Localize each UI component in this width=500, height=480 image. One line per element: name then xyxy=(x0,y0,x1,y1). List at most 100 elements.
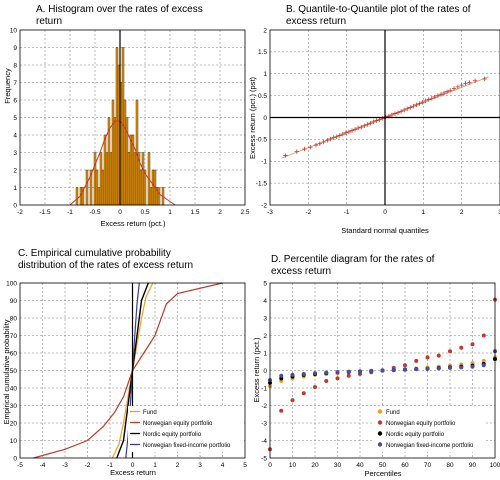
pa-xtick-label: -1.5 xyxy=(39,209,51,216)
pa-ytick-label: 6 xyxy=(13,97,17,104)
panel-a-title-line1: A. Histogram over the rates of excess xyxy=(36,4,203,15)
legend-label-4: Norwegian fixed-income portfolio xyxy=(143,443,231,449)
qq-point xyxy=(346,129,352,135)
histogram-bar xyxy=(157,187,161,206)
percentile-point-4 xyxy=(290,372,295,377)
pb-ytick-label: -1.5 xyxy=(256,180,268,187)
pb-ytick-label: 0.5 xyxy=(258,93,267,100)
pc-xtick-label: -2 xyxy=(85,462,91,469)
histogram-bar xyxy=(109,152,113,206)
percentile-point-2 xyxy=(301,391,306,396)
pa-ytick-label: 9 xyxy=(13,45,17,52)
legend-label-3: Nordic equity portfolio xyxy=(143,432,202,438)
pd-ytick-label: 5 xyxy=(263,280,267,287)
pc-ytick-label: 40 xyxy=(10,385,18,392)
panel-a-title-line2: return xyxy=(36,16,62,27)
pa-ytick-label: 3 xyxy=(13,150,17,157)
percentile-point-4 xyxy=(346,369,351,374)
percentile-point-4 xyxy=(459,365,464,370)
pb-ytick-label: 2 xyxy=(263,27,267,34)
pd-ytick-label: -3 xyxy=(261,420,267,427)
qq-point xyxy=(441,90,447,96)
qq-point xyxy=(362,123,367,129)
percentile-point-2 xyxy=(335,376,340,381)
percentile-point-2 xyxy=(436,353,441,358)
pb-ytick-label: -0.5 xyxy=(256,137,268,144)
panel-c-title-line2: distribution of the rates of excess retu… xyxy=(18,260,193,271)
pd-ytick-label: -1 xyxy=(261,385,267,392)
pa-xtick-label: 0 xyxy=(118,209,122,216)
legend-label-1: Fund xyxy=(143,410,157,416)
histogram-bar xyxy=(97,187,101,206)
qq-point xyxy=(302,146,307,152)
panel-a-xlabel: Excess return (pct.) xyxy=(100,219,166,228)
histogram-bar xyxy=(151,169,155,206)
qq-point xyxy=(325,138,330,143)
percentile-point-4 xyxy=(335,370,340,375)
histogram-bar xyxy=(115,47,119,206)
pa-ytick-label: 0 xyxy=(13,202,17,209)
pc-ytick-label: 80 xyxy=(10,315,18,322)
pd-xtick-label: 70 xyxy=(424,462,432,469)
qq-point xyxy=(352,127,358,132)
histogram-bar xyxy=(75,187,79,206)
qq-point xyxy=(343,130,349,136)
pa-xtick-label: -2 xyxy=(17,209,23,216)
legend-marker-2 xyxy=(377,420,383,425)
pd-xtick-label: 40 xyxy=(356,462,364,469)
panel-d-title-line1: D. Percentile diagram for the rates of xyxy=(271,254,435,265)
pc-xtick-label: 2 xyxy=(176,462,180,469)
pd-ytick-label: 4 xyxy=(263,298,267,305)
legend-label-2: Norwegian equity portfolio xyxy=(143,421,213,427)
panel-a-tick-labels: -2 -1.5 -1 -0.5 0 0.5 1 1.5 2 2.5 0 1 2 3 4 5 6 7 8 9 10 xyxy=(10,27,250,216)
histogram-bar xyxy=(139,169,143,206)
pd-frame xyxy=(269,282,496,459)
percentile-point-2 xyxy=(414,358,419,363)
percentile-point-2 xyxy=(346,373,351,378)
pb-ytick-label: 1.5 xyxy=(258,49,267,56)
pa-xtick-label: -0.5 xyxy=(89,209,101,216)
qq-point xyxy=(331,135,336,140)
pc-ytick-label: 60 xyxy=(10,350,18,357)
pc-xtick-label: -1 xyxy=(107,462,113,469)
pc-xtick-label: 4 xyxy=(221,462,225,469)
panel-a-axes xyxy=(19,29,246,206)
panel-c-legend-box xyxy=(128,406,244,452)
qq-point xyxy=(283,153,288,158)
percentile-point-2 xyxy=(470,342,475,347)
percentile-point-4 xyxy=(380,368,385,373)
pb-xtick-label: -1 xyxy=(344,209,350,216)
pb-ytick-label: 1 xyxy=(263,71,267,78)
panel-d-ylabel: Excess return (pct.) xyxy=(252,337,261,403)
pa-ytick-label: 2 xyxy=(13,167,17,174)
panel-c-title-line1: C. Empirical cumulative probability xyxy=(18,248,171,259)
pd-ytick-label: 1 xyxy=(263,350,267,357)
pd-xtick-label: 100 xyxy=(490,462,500,469)
percentile-point-2 xyxy=(448,349,452,354)
qq-point xyxy=(317,141,323,146)
percentile-point-2 xyxy=(481,333,486,338)
qq-point xyxy=(313,142,319,148)
histogram-bar xyxy=(105,152,109,206)
qq-point xyxy=(334,134,339,139)
legend-label-4: Norwegian fixed-income portfolio xyxy=(386,443,474,449)
qq-point xyxy=(463,81,468,86)
pc-ytick-label: 90 xyxy=(10,298,18,305)
qq-point xyxy=(408,105,413,110)
qq-point xyxy=(438,92,444,97)
panel-d-xlabel: Percentiles xyxy=(364,469,401,478)
pc-xtick-label: -3 xyxy=(62,462,68,469)
histogram-bar xyxy=(93,152,97,206)
qq-point xyxy=(459,82,464,88)
pd-ytick-label: 2 xyxy=(263,333,267,340)
histogram-bar xyxy=(85,169,89,206)
pb-ytick-label: -2 xyxy=(261,202,267,209)
panel-d-axes xyxy=(269,282,496,459)
density-curve xyxy=(69,120,176,206)
pc-xtick-label: 3 xyxy=(198,462,202,469)
percentile-point-2 xyxy=(425,355,430,360)
panel-c-ylabel: Empirical cumulative probability xyxy=(2,319,11,424)
histogram-bar xyxy=(113,117,117,206)
pb-xtick-label: -3 xyxy=(267,209,273,216)
